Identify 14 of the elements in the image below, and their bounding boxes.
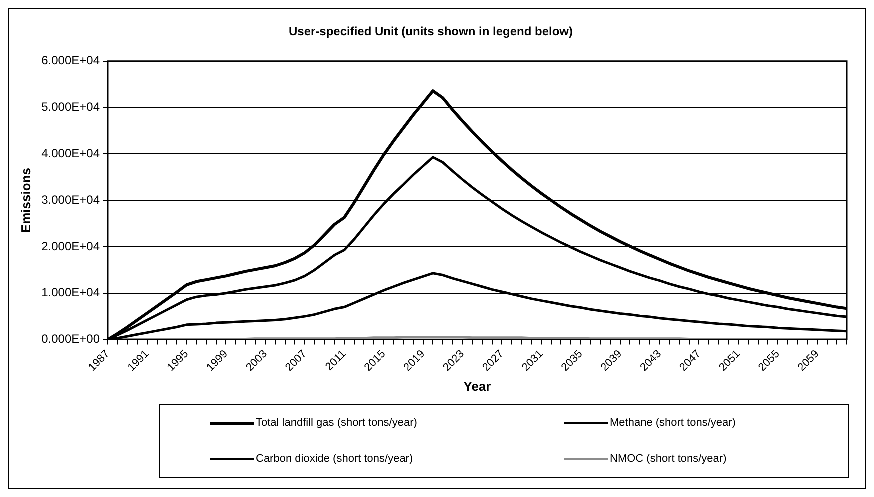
chart-title: User-specified Unit (units shown in legend below): [288, 24, 574, 39]
y-tick-label: 5.000E+04: [42, 100, 100, 114]
y-tick-label: 4.000E+04: [42, 146, 100, 160]
y-axis-title: Emissions: [18, 168, 34, 234]
y-tick-label: 0.000E+00: [42, 332, 100, 346]
legend-label: Total landfill gas (short tons/year): [256, 417, 418, 429]
legend-label: Carbon dioxide (short tons/year): [256, 453, 414, 465]
legend-label: Methane (short tons/year): [610, 417, 736, 429]
y-tick-label: 6.000E+04: [42, 54, 100, 68]
y-tick-label: 3.000E+04: [42, 192, 100, 207]
y-tick-label: 2.000E+04: [42, 239, 100, 254]
legend-label: NMOC (short tons/year): [610, 453, 727, 465]
x-axis-title: Year: [464, 378, 492, 394]
y-tick-label: 1.000E+04: [42, 286, 100, 300]
